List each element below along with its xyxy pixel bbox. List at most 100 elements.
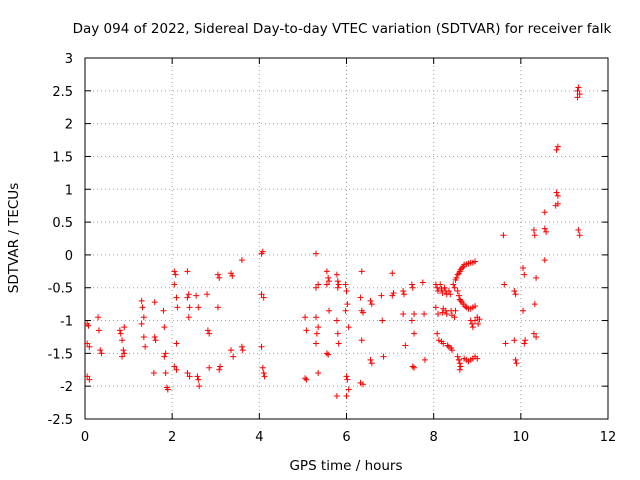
data-point bbox=[86, 376, 93, 383]
data-point bbox=[574, 94, 581, 101]
data-point bbox=[501, 281, 508, 288]
data-point bbox=[302, 375, 309, 382]
data-point bbox=[345, 324, 352, 331]
data-point bbox=[531, 232, 538, 239]
data-point bbox=[214, 304, 221, 311]
data-point bbox=[161, 324, 168, 331]
data-point bbox=[214, 271, 221, 278]
data-point bbox=[434, 330, 441, 337]
data-point bbox=[358, 337, 365, 344]
data-point bbox=[333, 317, 340, 324]
data-point bbox=[439, 289, 446, 296]
data-point bbox=[140, 314, 147, 321]
data-point bbox=[435, 337, 442, 344]
data-point bbox=[84, 373, 91, 380]
data-point bbox=[451, 314, 458, 321]
chart-title: Day 094 of 2022, Sidereal Day-to-day VTE… bbox=[73, 21, 612, 37]
data-point bbox=[451, 284, 458, 291]
data-point bbox=[554, 192, 561, 199]
x-tick-label: 8 bbox=[430, 430, 438, 445]
data-point bbox=[121, 324, 128, 331]
x-tick-label: 0 bbox=[81, 430, 89, 445]
data-point bbox=[164, 386, 171, 393]
data-point bbox=[216, 366, 223, 373]
data-point bbox=[530, 330, 537, 337]
data-point bbox=[360, 309, 367, 316]
data-point bbox=[173, 366, 180, 373]
data-point bbox=[358, 268, 365, 275]
data-point bbox=[150, 370, 157, 377]
data-point bbox=[138, 320, 145, 327]
data-point bbox=[476, 316, 483, 323]
data-point bbox=[432, 304, 439, 311]
data-point bbox=[117, 330, 124, 337]
data-point bbox=[439, 309, 446, 316]
data-point bbox=[312, 340, 319, 347]
data-point bbox=[333, 393, 340, 400]
data-point bbox=[152, 337, 159, 344]
data-point bbox=[378, 292, 385, 299]
data-point bbox=[343, 373, 350, 380]
data-point bbox=[184, 370, 191, 377]
data-point bbox=[228, 270, 235, 277]
data-point bbox=[502, 340, 509, 347]
data-point bbox=[259, 248, 266, 255]
data-point bbox=[185, 314, 192, 321]
y-tick-label: -1 bbox=[60, 315, 73, 330]
data-point bbox=[408, 317, 415, 324]
data-point bbox=[95, 327, 102, 334]
data-point bbox=[217, 363, 224, 370]
data-point bbox=[160, 307, 167, 314]
data-point bbox=[448, 347, 455, 354]
data-point bbox=[343, 288, 350, 295]
data-point bbox=[261, 373, 268, 380]
data-point bbox=[454, 353, 461, 360]
data-point bbox=[469, 320, 476, 327]
data-point bbox=[323, 350, 330, 357]
gridlines bbox=[85, 58, 608, 419]
data-point bbox=[325, 351, 332, 358]
data-point bbox=[334, 284, 341, 291]
data-point bbox=[574, 87, 581, 94]
data-point bbox=[303, 327, 310, 334]
data-point bbox=[553, 189, 560, 196]
data-point bbox=[138, 297, 145, 304]
data-point bbox=[456, 366, 463, 373]
data-point bbox=[186, 304, 193, 311]
data-point bbox=[315, 324, 322, 331]
data-point bbox=[541, 209, 548, 216]
data-point bbox=[97, 347, 104, 354]
data-point bbox=[450, 281, 457, 288]
data-point bbox=[357, 294, 364, 301]
data-point bbox=[95, 314, 102, 321]
data-point bbox=[521, 271, 528, 278]
data-point bbox=[411, 310, 418, 317]
data-point bbox=[186, 373, 193, 380]
data-point bbox=[229, 272, 236, 279]
y-tick-label: 2.5 bbox=[52, 85, 73, 100]
data-point bbox=[171, 363, 178, 370]
data-point bbox=[454, 288, 461, 295]
data-point bbox=[258, 343, 265, 350]
data-point bbox=[259, 364, 266, 371]
data-point bbox=[530, 226, 537, 233]
data-point bbox=[522, 337, 529, 344]
data-point bbox=[442, 307, 449, 314]
y-tick-label: -0.5 bbox=[48, 282, 73, 297]
x-axis-label: GPS time / hours bbox=[289, 458, 402, 474]
data-point bbox=[452, 307, 459, 314]
data-point bbox=[408, 281, 415, 288]
data-point bbox=[402, 342, 409, 349]
data-point bbox=[421, 310, 428, 317]
y-tick-label: 1.5 bbox=[52, 150, 73, 165]
data-point bbox=[173, 294, 180, 301]
data-point bbox=[457, 297, 464, 304]
data-point bbox=[162, 370, 169, 377]
data-point bbox=[119, 337, 126, 344]
data-point bbox=[174, 304, 181, 311]
data-point bbox=[357, 379, 364, 386]
data-point bbox=[239, 347, 246, 354]
plot-frame bbox=[84, 57, 609, 420]
data-point bbox=[171, 281, 178, 288]
data-point bbox=[400, 288, 407, 295]
